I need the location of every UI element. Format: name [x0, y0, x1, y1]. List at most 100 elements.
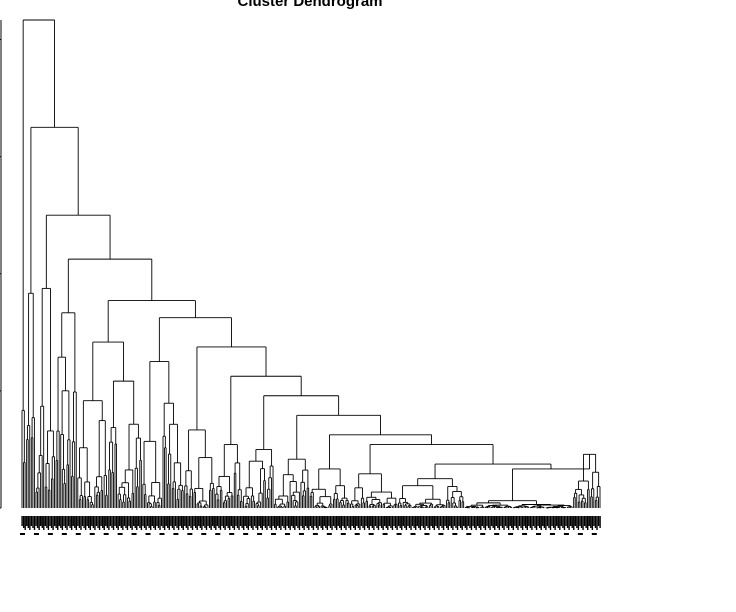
leaf-label-368	[591, 516, 594, 530]
leaf-label-48	[95, 516, 98, 526]
leaf-label-354	[569, 516, 572, 526]
leaf-label-234	[384, 516, 386, 526]
leaf-label-271	[441, 516, 443, 528]
leaf-label-tail-135	[229, 533, 235, 535]
leaf-label-128	[219, 516, 222, 530]
leaf-label-349	[562, 516, 564, 528]
leaf-label-186	[309, 516, 312, 526]
leaf-label-360	[579, 516, 581, 526]
leaf-label-87	[156, 516, 158, 526]
leaf-label-tail-144	[243, 533, 249, 535]
leaf-label-36	[77, 516, 79, 526]
leaf-label-172	[287, 516, 290, 528]
leaf-label-296	[480, 516, 482, 530]
leaf-label-346	[557, 516, 559, 528]
leaf-label-208	[343, 516, 346, 528]
leaf-label-220	[362, 516, 364, 528]
leaf-label-281	[456, 516, 459, 530]
leaf-label-tail-81	[145, 533, 151, 535]
leaf-label-8	[33, 516, 36, 530]
leaf-label-134	[229, 516, 231, 530]
leaf-label-358	[576, 516, 578, 528]
leaf-label-117	[202, 516, 205, 526]
leaf-label-272	[442, 516, 445, 530]
leaf-label-249	[407, 516, 409, 526]
leaf-label-366	[588, 516, 590, 526]
leaf-label-72	[132, 516, 135, 526]
leaf-label-71	[131, 516, 133, 530]
leaf-label-62	[117, 516, 119, 530]
leaf-label-334	[538, 516, 541, 528]
leaf-label-200	[331, 516, 333, 530]
leaf-label-tail-36	[75, 533, 81, 535]
leaf-label-359	[577, 516, 580, 530]
leaf-label-139	[236, 516, 239, 528]
leaf-label-118	[204, 516, 206, 528]
leaf-label-103	[181, 516, 183, 528]
dendrogram-tree	[21, 19, 601, 509]
leaf-label-66	[123, 516, 126, 526]
leaf-label-262	[427, 516, 429, 528]
leaf-label-206	[340, 516, 343, 530]
leaf-label-106	[185, 516, 188, 528]
leaf-label-119	[205, 516, 208, 530]
leaf-label-222	[365, 516, 367, 526]
leaf-label-227	[373, 516, 375, 530]
leaf-label-5	[29, 516, 31, 530]
leaf-label-295	[478, 516, 480, 528]
leaf-label-244	[399, 516, 401, 528]
leaf-label-124	[213, 516, 215, 528]
leaf-label-tail-45	[89, 533, 95, 535]
leaf-label-tail-198	[326, 533, 332, 535]
leaf-label-201	[332, 516, 335, 526]
leaf-label-232	[380, 516, 383, 528]
leaf-label-88	[157, 516, 160, 528]
leaf-label-320	[517, 516, 519, 530]
leaf-label-112	[194, 516, 197, 528]
leaf-label-347	[559, 516, 561, 530]
leaf-label-93	[165, 516, 167, 526]
leaf-label-345	[556, 516, 558, 526]
leaf-label-158	[266, 516, 268, 530]
leaf-label-267	[435, 516, 437, 526]
leaf-label-17	[47, 516, 50, 530]
leaf-label-240	[393, 516, 395, 526]
leaf-label-247	[404, 516, 406, 528]
leaf-label-46	[92, 516, 95, 528]
leaf-label-301	[487, 516, 490, 528]
leaf-label-312	[504, 516, 507, 526]
leaf-label-111	[193, 516, 195, 526]
leaf-label-55	[106, 516, 109, 528]
leaf-label-367	[590, 516, 592, 528]
leaf-label-370	[594, 516, 597, 528]
leaf-label-tail-342	[549, 533, 555, 535]
leaf-label-53	[103, 516, 105, 530]
leaf-label-324	[523, 516, 525, 526]
leaf-label-99	[174, 516, 177, 526]
leaf-label-293	[475, 516, 477, 530]
leaf-label-241	[394, 516, 397, 528]
leaf-label-85	[153, 516, 155, 528]
leaf-label-tail-153	[257, 533, 263, 535]
leaf-label-tail-216	[354, 533, 360, 535]
leaf-label-202	[334, 516, 336, 528]
leaf-label-286	[464, 516, 466, 528]
leaf-label-9	[35, 516, 37, 526]
leaf-label-174	[291, 516, 293, 526]
leaf-label-64	[120, 516, 122, 528]
leaf-label-209	[345, 516, 347, 530]
leaf-label-329	[531, 516, 533, 530]
leaf-label-233	[382, 516, 384, 530]
leaf-label-137	[233, 516, 236, 530]
leaf-label-tail-108	[187, 533, 193, 535]
leaf-label-314	[507, 516, 510, 530]
leaf-label-273	[444, 516, 446, 526]
leaf-label-280	[455, 516, 457, 528]
leaf-label-248	[405, 516, 408, 530]
leaf-label-230	[377, 516, 380, 530]
leaf-label-15	[44, 516, 47, 526]
leaf-label-34	[74, 516, 76, 528]
leaf-label-131	[224, 516, 226, 530]
leaf-label-175	[292, 516, 294, 528]
leaf-label-327	[528, 516, 530, 526]
